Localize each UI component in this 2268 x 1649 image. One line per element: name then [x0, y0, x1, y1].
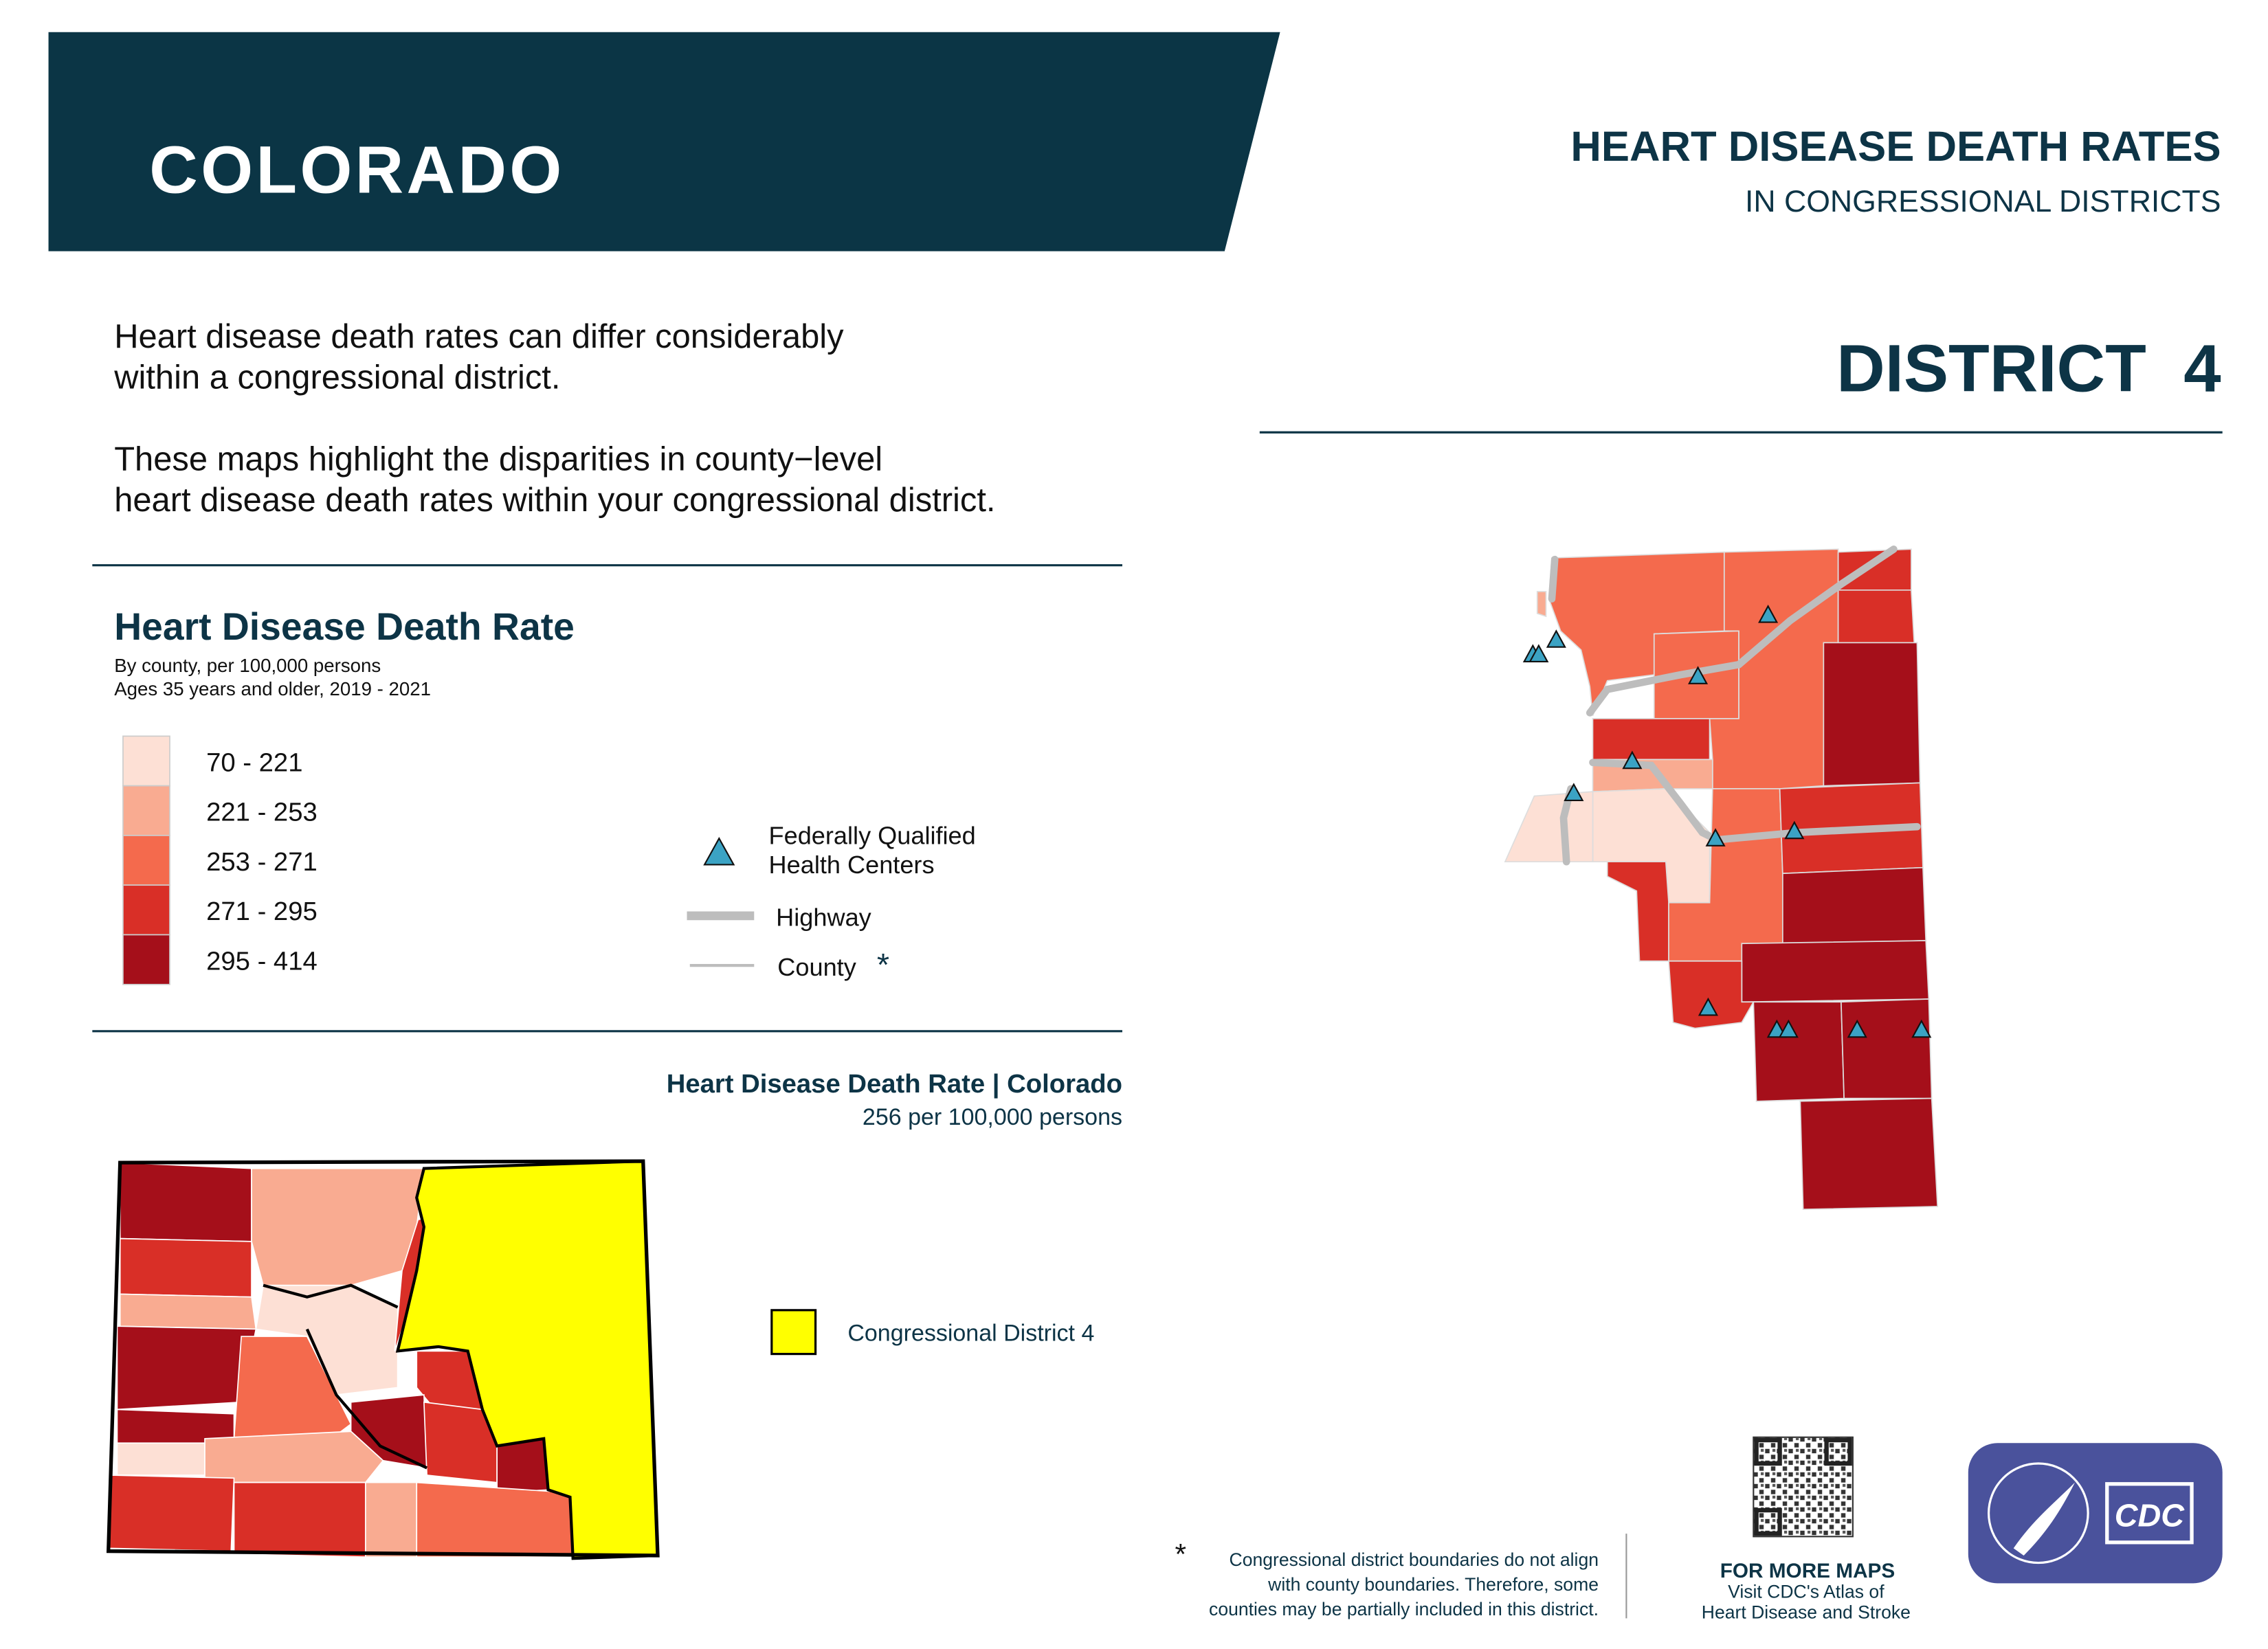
qr-finder [1754, 1507, 1782, 1536]
health-center [1698, 997, 1718, 1016]
district-boundary [263, 1283, 399, 1309]
health-center [1528, 644, 1549, 663]
county [119, 1293, 257, 1330]
legend-swatch [122, 835, 170, 886]
legend-note: By county, per 100,000 persons [114, 655, 381, 676]
health-center [1622, 750, 1643, 770]
qr-finder [1824, 1437, 1852, 1466]
county [107, 1474, 235, 1552]
county [1840, 998, 1933, 1099]
state-map-title: Heart Disease Death Rate | Colorado [667, 1069, 1122, 1099]
district-title: DISTRICT 4 [1836, 330, 2221, 406]
hhs-eagle [2013, 1482, 2075, 1556]
asterisk: * [1175, 1539, 1187, 1571]
county [1668, 960, 1755, 1029]
county [1753, 1001, 1845, 1102]
cdc-logo: CDC [1968, 1443, 2223, 1584]
legend-label: Highway [776, 904, 871, 932]
qr-code [1753, 1436, 1854, 1538]
footnote: counties may be partially included in th… [1209, 1599, 1599, 1619]
subtitle: IN CONGRESSIONAL DISTRICTS [1745, 185, 2221, 218]
health-center [1688, 666, 1709, 684]
banner [48, 32, 1280, 251]
county [204, 1431, 384, 1483]
health-center [1705, 828, 1726, 846]
footnote: with county boundaries. Therefore, some [1267, 1574, 1599, 1595]
more-maps-text: Heart Disease and Stroke [1702, 1602, 1911, 1622]
county [1823, 642, 1921, 787]
main-title: HEART DISEASE DEATH RATES [1570, 123, 2221, 170]
county [116, 1325, 257, 1411]
health-centers [1522, 604, 1932, 1038]
health-center [1911, 1019, 1932, 1038]
county [496, 1437, 549, 1494]
intro-text: Heart disease death rates can differ con… [114, 318, 844, 355]
legend-class-label: 253 - 271 [206, 847, 318, 877]
county [119, 1237, 252, 1298]
district-swatch [770, 1309, 817, 1356]
county [251, 1167, 425, 1286]
legend-class-label: 295 - 414 [206, 947, 318, 976]
highway [1586, 545, 1898, 717]
health-center [1546, 629, 1566, 648]
county [1799, 1097, 1939, 1211]
county [119, 1162, 252, 1242]
county [416, 1481, 574, 1558]
county [364, 1481, 418, 1558]
health-center [1758, 604, 1779, 623]
county [1741, 940, 1930, 1003]
legend-label: County [777, 953, 856, 981]
county [1536, 591, 1547, 618]
county [1837, 589, 1915, 644]
legend-swatch [122, 735, 170, 787]
legend-class-label: 271 - 295 [206, 897, 318, 926]
legend-title: Heart Disease Death Rate [114, 605, 575, 648]
cdc-frame [2105, 1482, 2194, 1545]
asterisk: * [877, 947, 889, 983]
logo-background [1968, 1443, 2223, 1584]
highway [1548, 555, 1559, 603]
county [1606, 861, 1669, 962]
health-center [1784, 820, 1805, 840]
legend-class-label: 221 - 253 [206, 798, 318, 827]
district-boundary [305, 1328, 428, 1470]
legend-swatch [122, 785, 170, 836]
county [1781, 866, 1927, 945]
state-outline [106, 1159, 660, 1558]
county [1592, 718, 1711, 761]
footnote: Congressional district boundaries do not… [1230, 1549, 1599, 1570]
health-center [1847, 1019, 1867, 1038]
qr-pattern [1753, 1437, 1853, 1537]
legend-swatch [122, 884, 170, 936]
health-center [1564, 783, 1584, 801]
county [233, 1481, 366, 1558]
health-center-symbol [703, 837, 735, 866]
more-maps-title[interactable]: FOR MORE MAPS [1720, 1560, 1895, 1582]
legend-note: Ages 35 years and older, 2019 - 2021 [114, 678, 431, 699]
state-rate: 256 per 100,000 persons [863, 1104, 1122, 1130]
intro-text: heart disease death rates within your co… [114, 482, 995, 519]
legend-label: Health Centers [769, 851, 935, 879]
cdc-text: CDC [2115, 1497, 2186, 1533]
more-maps-text: Visit CDC's Atlas of [1728, 1582, 1885, 1602]
district-label: Congressional District 4 [847, 1320, 1094, 1346]
hhs-seal [1987, 1462, 2089, 1564]
health-center [1778, 1019, 1799, 1038]
county [350, 1394, 428, 1469]
intro-text: These maps highlight the disparities in … [114, 440, 882, 478]
legend-swatch [122, 934, 170, 985]
intro-text: within a congressional district. [113, 359, 560, 396]
state-title: COLORADO [149, 132, 564, 207]
county [1837, 548, 1912, 591]
colorado-map [106, 1159, 660, 1560]
legend-label: Federally Qualified [769, 822, 976, 850]
county [116, 1442, 205, 1476]
qr-finder [1754, 1437, 1782, 1466]
legend-classes: 70 - 221 221 - 253 253 - 271 271 - 295 295 -… [122, 735, 318, 985]
legend-class-label: 70 - 221 [206, 748, 302, 777]
